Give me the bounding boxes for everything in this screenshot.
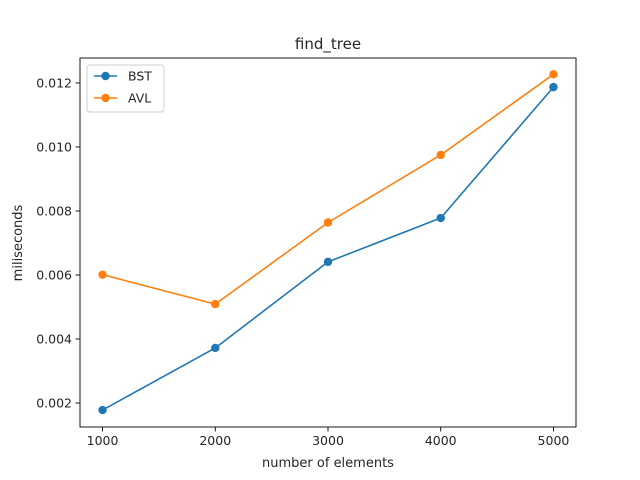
y-tick-label: 0.006	[36, 267, 72, 282]
y-tick-label: 0.012	[36, 75, 72, 90]
x-tick-label: 2000	[199, 433, 231, 448]
legend: BST AVL	[86, 64, 165, 113]
x-tick-label: 1000	[87, 433, 119, 448]
data-point-bst	[98, 405, 107, 415]
legend-label-bst: BST	[128, 69, 152, 84]
legend-marker-avl	[101, 93, 110, 103]
data-point-avl	[436, 150, 445, 160]
chart-title: find_tree	[295, 35, 361, 54]
legend-label-avl: AVL	[128, 91, 151, 106]
axes-frame	[79, 57, 577, 428]
data-point-bst	[211, 343, 220, 353]
legend-marker-bst	[101, 71, 110, 81]
y-axis-label: miliseconds	[11, 204, 26, 281]
data-point-bst	[549, 82, 558, 92]
data-point-bst	[323, 257, 333, 267]
data-point-avl	[323, 218, 333, 227]
y-tick-label: 0.008	[36, 203, 72, 218]
plot-area: 1000 2000 3000 4000 5000 0.002 0.004 0.006 0.008…	[36, 57, 577, 448]
data-point-bst	[436, 213, 445, 223]
x-axis-label: number of elements	[262, 456, 394, 471]
y-tick-label: 0.002	[36, 395, 72, 410]
data-point-avl	[211, 299, 220, 309]
y-tick-label: 0.004	[36, 331, 72, 346]
x-tick-label: 3000	[312, 433, 344, 448]
data-point-avl	[98, 270, 107, 279]
data-point-avl	[549, 70, 558, 79]
y-tick-label: 0.010	[36, 139, 72, 154]
legend-box	[86, 64, 165, 113]
x-tick-label: 4000	[425, 433, 457, 448]
x-tick-label: 5000	[538, 433, 570, 448]
